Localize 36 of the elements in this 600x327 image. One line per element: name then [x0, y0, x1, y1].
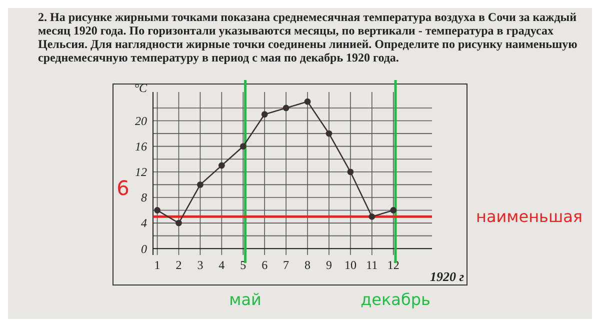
- ref-line-label: наименьшая: [476, 207, 583, 226]
- x-tick-label: 3: [197, 258, 204, 272]
- x-tick-label: 5: [240, 258, 246, 272]
- point: [240, 143, 246, 150]
- y-tick-label: 0: [141, 242, 147, 256]
- point: [282, 104, 290, 112]
- point: [176, 220, 182, 226]
- y-tick-label: 16: [135, 140, 147, 154]
- x-tick-label: 1: [154, 258, 160, 272]
- x-tick-label: 11: [366, 258, 378, 272]
- point: [218, 162, 225, 169]
- point: [197, 181, 204, 188]
- x-tick-label: 10: [344, 258, 356, 272]
- x-axis-title: 1920 г: [430, 269, 464, 284]
- x-tick-label: 2: [176, 258, 182, 272]
- x-tick-label: 4: [218, 258, 225, 272]
- y-tick-label: 8: [141, 190, 147, 205]
- text: 6: [116, 176, 130, 200]
- point: [347, 168, 354, 176]
- x-tick-label: 7: [283, 258, 290, 272]
- y-tick-label: 12: [135, 165, 147, 180]
- chart-title: 2. На рисунке жирными точками показана среднемесячная температура воздуха в Сочи за каждый месяц 1920 года. По горизонтали указываются месяцы, по вертикали - температура в градусах Цельсия. Для наглядности жирные точки соединены линией. Определите по рисунку наименьшую среднемесячную температуру в период с мая по декабрь 1920 года.: [38, 10, 578, 64]
- point: [154, 207, 160, 214]
- ref-line-label: декабрь: [360, 290, 430, 309]
- y-tick-label: 20: [135, 114, 147, 128]
- x-tick-label: 6: [262, 258, 268, 272]
- point: [390, 207, 397, 214]
- y-tick-label: 4: [141, 216, 147, 230]
- point: [304, 98, 311, 105]
- ref-line-label: май: [229, 290, 262, 309]
- point: [326, 130, 332, 137]
- point: [368, 213, 376, 220]
- point: [261, 111, 268, 118]
- x-tick-label: 9: [326, 258, 332, 272]
- x-tick-label: 8: [304, 258, 311, 272]
- y-axis-title: °C: [134, 81, 148, 95]
